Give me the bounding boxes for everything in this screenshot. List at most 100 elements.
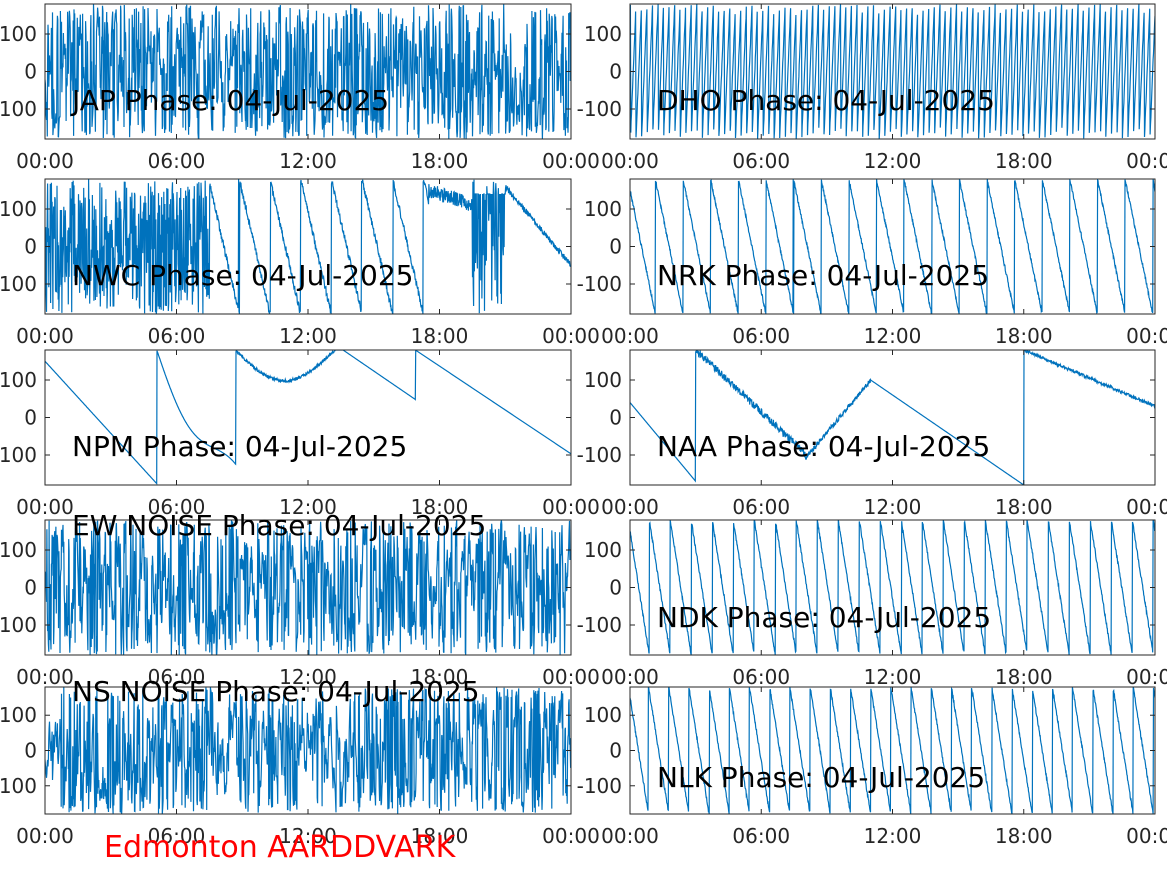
phase-panel-5: 100 0 -100 00:00 06:00 12:00 18:00 00:00 NAA Pha…	[577, 349, 1167, 519]
panel-title: NRK Phase: 04-Jul-2025	[657, 259, 989, 292]
x-tick-label: 00:00	[601, 495, 659, 519]
x-tick-label: 06:00	[148, 824, 206, 848]
phase-series-line	[45, 520, 571, 655]
x-tick-label: 06:00	[732, 324, 790, 348]
phase-panel-8: 100 0 -100 00:00 06:00 12:00 18:00 00:00 NS NOIS…	[0, 675, 600, 848]
y-tick-label: 0	[609, 576, 622, 600]
y-tick-label: 0	[24, 406, 37, 430]
panel-title: NWC Phase: 04-Jul-2025	[72, 259, 413, 292]
x-tick-label: 06:00	[148, 495, 206, 519]
x-tick-label: 12:00	[279, 495, 337, 519]
y-tick-label: 100	[0, 368, 37, 392]
y-tick-label: -100	[577, 613, 622, 637]
y-tick-label: -100	[0, 613, 37, 637]
phase-panel-1: 100 0 -100 00:00 06:00 12:00 18:00 00:00 DHO Pha…	[577, 3, 1167, 173]
x-tick-label: 00:00	[1126, 324, 1167, 348]
phase-panel-4: 100 0 -100 00:00 06:00 12:00 18:00 00:00 NPM Pha…	[0, 349, 600, 519]
phase-panel-2: 100 0 -100 00:00 06:00 12:00 18:00 00:00 NWC Pha…	[0, 178, 600, 348]
y-tick-label: 0	[609, 406, 622, 430]
phase-panel-6: 100 0 -100 00:00 06:00 12:00 18:00 00:00 EW NOIS…	[0, 509, 600, 689]
phase-series-line	[630, 687, 1155, 814]
x-tick-label: 12:00	[864, 824, 922, 848]
phase-series-line	[45, 687, 571, 814]
x-tick-label: 00:00	[16, 665, 74, 689]
panel-title: NPM Phase: 04-Jul-2025	[72, 430, 407, 463]
axes-box	[629, 178, 1156, 315]
panel-title: DHO Phase: 04-Jul-2025	[657, 84, 995, 117]
y-tick-label: -100	[577, 272, 622, 296]
x-tick-label: 06:00	[732, 149, 790, 173]
x-tick-label: 18:00	[995, 824, 1053, 848]
x-tick-label: 00:00	[542, 665, 600, 689]
x-tick-label: 00:00	[1126, 824, 1167, 848]
x-tick-label: 06:00	[148, 665, 206, 689]
x-tick-label: 18:00	[411, 824, 469, 848]
phase-series-line	[630, 4, 1155, 139]
x-tick-label: 12:00	[864, 665, 922, 689]
y-tick-label: 100	[0, 538, 37, 562]
x-tick-label: 00:00	[1126, 665, 1167, 689]
x-tick-label: 00:00	[16, 324, 74, 348]
y-tick-label: 100	[584, 703, 622, 727]
y-tick-label: -100	[0, 97, 37, 121]
x-tick-label: 00:00	[16, 495, 74, 519]
y-tick-label: 0	[609, 60, 622, 84]
axes-box	[44, 349, 572, 486]
x-tick-label: 00:00	[601, 665, 659, 689]
x-tick-label: 00:00	[542, 149, 600, 173]
phase-series-line	[630, 179, 1155, 314]
y-tick-label: -100	[577, 97, 622, 121]
x-tick-label: 12:00	[279, 665, 337, 689]
y-tick-label: 100	[0, 703, 37, 727]
y-tick-label: 0	[24, 576, 37, 600]
panel-title: JAP Phase: 04-Jul-2025	[70, 84, 389, 117]
phase-series-line	[45, 179, 571, 314]
phase-series-line	[45, 4, 571, 139]
x-tick-label: 06:00	[732, 665, 790, 689]
x-tick-label: 18:00	[995, 149, 1053, 173]
x-tick-label: 00:00	[16, 149, 74, 173]
panel-title: NDK Phase: 04-Jul-2025	[657, 601, 991, 634]
y-tick-label: 0	[24, 60, 37, 84]
x-tick-label: 00:00	[16, 824, 74, 848]
y-tick-label: 0	[24, 739, 37, 763]
station-title: Edmonton AARDDVARK	[104, 830, 456, 865]
x-tick-label: 12:00	[279, 149, 337, 173]
x-tick-label: 00:00	[542, 824, 600, 848]
x-tick-label: 12:00	[279, 324, 337, 348]
x-tick-label: 18:00	[411, 324, 469, 348]
y-tick-label: -100	[0, 272, 37, 296]
y-tick-label: 100	[584, 197, 622, 221]
phase-panel-3: 100 0 -100 00:00 06:00 12:00 18:00 00:00 NRK Pha…	[577, 178, 1167, 348]
panel-title: NS NOISE Phase: 04-Jul-2025	[72, 675, 480, 708]
panel-title: NLK Phase: 04-Jul-2025	[657, 761, 985, 794]
x-tick-label: 12:00	[864, 495, 922, 519]
x-tick-label: 18:00	[995, 495, 1053, 519]
x-tick-label: 18:00	[411, 665, 469, 689]
panel-title: NAA Phase: 04-Jul-2025	[657, 430, 990, 463]
x-tick-label: 00:00	[1126, 149, 1167, 173]
y-tick-label: -100	[0, 443, 37, 467]
y-tick-label: 0	[609, 739, 622, 763]
axes-box	[629, 349, 1156, 486]
x-tick-label: 12:00	[864, 324, 922, 348]
y-tick-label: 100	[584, 22, 622, 46]
y-tick-label: 100	[0, 197, 37, 221]
y-tick-label: -100	[577, 443, 622, 467]
y-tick-label: 100	[0, 22, 37, 46]
y-tick-label: 0	[609, 235, 622, 259]
x-tick-label: 06:00	[148, 149, 206, 173]
x-tick-label: 18:00	[995, 665, 1053, 689]
y-tick-label: -100	[0, 774, 37, 798]
phase-series-line	[630, 520, 1155, 655]
phase-series-line	[45, 350, 571, 485]
y-tick-label: 100	[584, 538, 622, 562]
x-tick-label: 00:00	[601, 324, 659, 348]
x-tick-label: 00:00	[1126, 495, 1167, 519]
y-tick-label: 0	[24, 235, 37, 259]
y-tick-label: 100	[584, 368, 622, 392]
x-tick-label: 18:00	[411, 149, 469, 173]
phase-panel-9: 100 0 -100 00:00 06:00 12:00 18:00 00:00 NLK Pha…	[577, 686, 1167, 848]
x-tick-label: 00:00	[542, 495, 600, 519]
x-tick-label: 06:00	[732, 495, 790, 519]
